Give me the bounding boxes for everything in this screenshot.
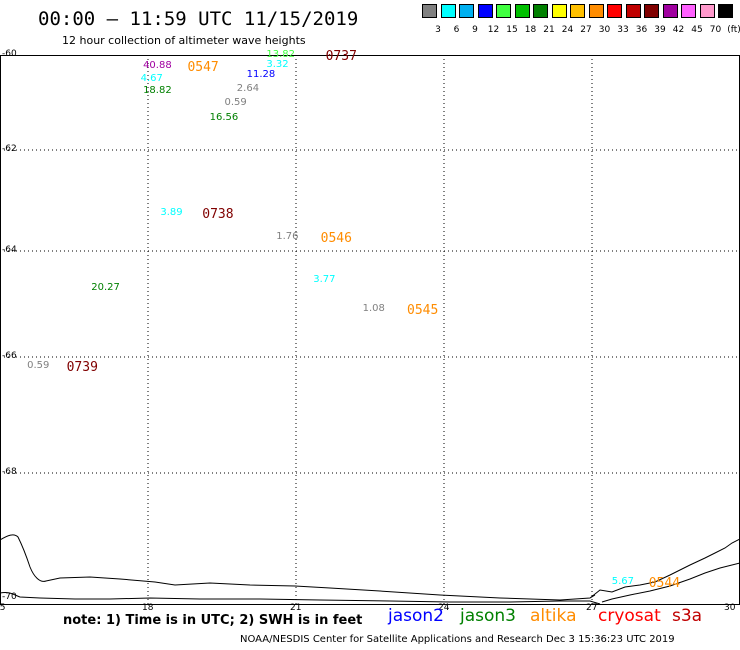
legend-label: 27 [580, 25, 592, 35]
legend-swatch [607, 4, 622, 18]
lat-tick-label: -62 [2, 144, 17, 154]
legend-label: 6 [453, 25, 460, 35]
map-panel: 40.88 0547 4.67 18.82 13.82 0737 3.32 11.28 2.64… [0, 49, 740, 613]
wave-height-value: 18.82 [143, 84, 172, 96]
wave-height-value: 1.08 [362, 303, 385, 315]
legend-label: 45 [691, 25, 703, 35]
coastline [0, 534, 740, 605]
map-frame [0, 55, 740, 605]
pass-time-label: 0738 [202, 207, 234, 223]
lat-tick-label: -70 [2, 592, 17, 602]
legend-label: 33 [617, 25, 629, 35]
lon-tick-label: 18 [142, 603, 154, 613]
legend-label: 18 [524, 25, 537, 35]
lat-tick-label: -66 [2, 351, 17, 361]
legend-swatch [570, 4, 585, 18]
legend-label: 3 [435, 25, 441, 35]
wave-height-value: 0.59 [27, 359, 50, 371]
legend-swatch [440, 4, 456, 18]
legend-label: 36 [635, 25, 648, 35]
legend-swatch [551, 4, 567, 18]
wave-height-value: 0.59 [224, 96, 247, 108]
pass-time-label: 0544 [648, 576, 681, 592]
legend-swatch [699, 4, 715, 18]
wave-height-value: 3.89 [160, 207, 183, 219]
pass-time-label: 0739 [66, 359, 98, 375]
legend-label: 39 [654, 25, 666, 35]
wave-height-value: 1.76 [276, 230, 299, 242]
wave-height-value: 4.67 [140, 72, 163, 84]
lat-tick-label: -64 [2, 245, 17, 255]
wave-height-value: 11.28 [246, 68, 276, 80]
lon-tick-label: 30 [724, 603, 736, 613]
pass-time-label: 0546 [320, 230, 352, 246]
legend-swatch [625, 4, 641, 18]
legend-swatch [718, 4, 733, 18]
satellite-name: s3a [672, 606, 703, 626]
legend-swatch [662, 4, 678, 18]
legend-swatch [533, 4, 548, 18]
wave-height-value: 13.82 [266, 49, 296, 60]
wave-height-value: 16.56 [209, 111, 239, 123]
wave-height-value: 2.64 [236, 83, 260, 95]
legend-swatch [588, 4, 604, 18]
footer-note: note: 1) Time is in UTC; 2) SWH is in fe… [63, 613, 363, 628]
legend-label: 70 [709, 25, 722, 35]
map-border [0, 55, 740, 605]
lon-tick-label: 24 [438, 603, 450, 613]
legend-swatch [459, 4, 474, 18]
legend-label: 15 [506, 25, 518, 35]
legend-label: 9 [472, 25, 478, 35]
legend-swatch [644, 4, 659, 18]
wave-height-value: 3.32 [266, 58, 289, 70]
legend-label: 24 [561, 25, 574, 35]
satellite-name: jason3 [460, 606, 516, 626]
page-title: 00:00 – 11:59 UTC 11/15/2019 [38, 8, 359, 30]
legend-label: 21 [543, 25, 555, 35]
satellite-name: jason2 [388, 606, 444, 626]
pass-time-label: 0737 [325, 49, 357, 64]
wave-height-value: 20.27 [91, 282, 120, 294]
pass-time-label: 0547 [187, 59, 219, 75]
legend-swatch [477, 4, 493, 18]
legend-label: 42 [672, 25, 685, 35]
satellite-name: altika [530, 606, 577, 626]
lat-tick-label: -68 [2, 467, 17, 477]
legend-label: 30 [598, 25, 611, 35]
legend-swatch [681, 4, 696, 18]
legend-swatch [422, 4, 437, 18]
pass-time-label: 0545 [407, 303, 439, 319]
satellite-name: cryosat [598, 606, 661, 626]
lon-tick-label: 27 [586, 603, 598, 613]
wave-height-value: 3.77 [313, 274, 336, 286]
legend-swatch [514, 4, 530, 18]
wave-height-value: 5.67 [611, 576, 634, 588]
wave-height-value: 40.88 [143, 59, 172, 71]
lon-tick-label: 15 [0, 603, 6, 613]
legend-label: (ft) [727, 25, 740, 35]
legend-label: 12 [487, 25, 500, 35]
lon-tick-label: 21 [290, 603, 302, 613]
lat-tick-label: -60 [2, 49, 17, 59]
page-subtitle: 12 hour collection of altimeter wave hei… [62, 34, 306, 47]
credit-line: NOAA/NESDIS Center for Satellite Applica… [240, 634, 675, 645]
legend-swatch [496, 4, 511, 18]
